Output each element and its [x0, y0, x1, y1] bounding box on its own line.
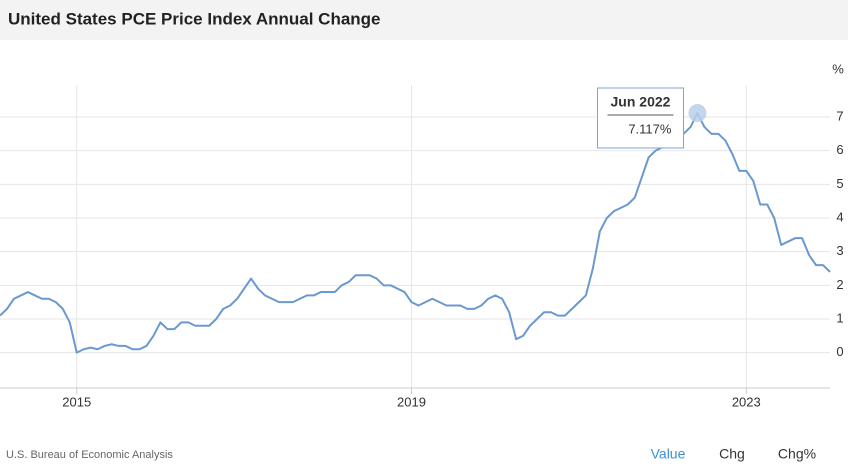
line-series — [0, 112, 831, 354]
y-tick-label: 3 — [836, 243, 843, 258]
tooltip-value: 7.117% — [628, 121, 672, 136]
source: U.S. Bureau of Economic Analysis — [6, 449, 173, 461]
x-tick-label: 2015 — [62, 394, 91, 409]
x-tick-label: 2023 — [732, 394, 761, 409]
tab-button[interactable]: Chg% — [778, 446, 816, 462]
x-tick-label: 2019 — [397, 394, 426, 409]
y-tick-label: 0 — [836, 344, 843, 359]
y-tick-label: 1 — [836, 310, 843, 325]
y-tick-label: 6 — [836, 142, 843, 157]
y-tick-label: 4 — [836, 209, 843, 224]
y-unit: % — [832, 61, 844, 76]
y-tick-label: 7 — [836, 108, 843, 123]
y-tick-label: 5 — [836, 176, 843, 191]
tooltip-date: Jun 2022 — [611, 94, 671, 110]
tooltip-box — [596, 87, 684, 149]
highlight-point — [688, 104, 707, 123]
chart-title: United States PCE Price Index Annual Cha… — [8, 9, 381, 28]
tab-button[interactable]: Chg — [719, 446, 745, 462]
y-tick-label: 2 — [836, 277, 843, 292]
tab-button[interactable]: Value — [651, 446, 686, 462]
header — [0, 0, 848, 40]
